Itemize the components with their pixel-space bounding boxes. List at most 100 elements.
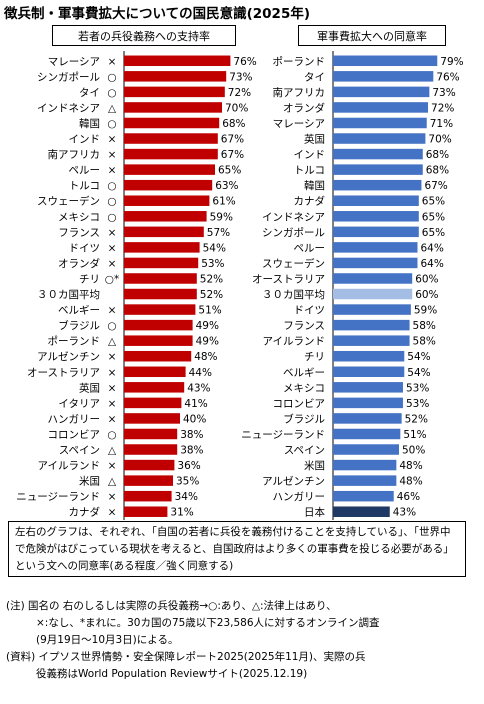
category-label: インド [294, 149, 326, 161]
category-label: ブラジル [58, 319, 100, 332]
value-label: 58% [413, 336, 436, 348]
value-label: 76% [436, 71, 459, 83]
bar-military-23 [333, 413, 402, 424]
mark-label: × [108, 56, 117, 68]
note-line: 役義務はWorld Population Reviewサイト(2025.12.1… [36, 668, 308, 680]
bar-military-11 [333, 226, 419, 238]
value-label: 52% [405, 413, 428, 425]
bar-military-27 [333, 475, 397, 486]
right-chart-title: 軍事費拡大への同意率 [298, 25, 446, 46]
page-title: 徴兵制・軍事費拡大についての国民意識(2025年) [4, 6, 311, 22]
bar-conscription-8 [124, 179, 213, 191]
bar-conscription-12 [124, 242, 200, 253]
bar-military-0 [333, 55, 438, 67]
category-label: ニュージーランド [16, 491, 100, 503]
bar-conscription-2 [124, 86, 225, 98]
notes: (注) 国名の 右のしるしは実際の兵役義務→○:あり、△:法律上はあり、 ×:な… [6, 598, 480, 683]
value-label: 67% [424, 180, 447, 192]
category-label: ポーランド [273, 56, 326, 68]
category-label: チリ [304, 351, 325, 363]
bar-military-26 [333, 459, 397, 471]
category-label: ドイツ [294, 305, 326, 317]
value-label: 31% [170, 507, 193, 519]
value-label: 54% [407, 367, 430, 379]
bar-conscription-10 [124, 211, 207, 222]
category-label: カナダ [294, 195, 326, 208]
bar-conscription-26 [124, 459, 175, 471]
category-label: ペルー [294, 242, 326, 254]
value-label: 61% [212, 196, 235, 208]
left-chart-title: 若者の兵役義務への支持率 [52, 25, 236, 46]
category-label: ポーランド [48, 336, 101, 348]
mark-label: △ [108, 102, 117, 114]
category-label: シンガポール [37, 71, 100, 83]
category-label: メキシコ [58, 211, 100, 223]
value-label: 72% [228, 87, 251, 99]
value-label: 51% [198, 305, 221, 317]
category-label: ベルギー [58, 305, 100, 317]
note-line: (資料) イプソス世界情勢・安全保障レポート2025(2025年11月)、実際の… [6, 651, 366, 663]
mark-label: ○ [107, 320, 116, 332]
category-label: ３０カ国平均 [262, 289, 325, 301]
value-label: 48% [399, 460, 422, 472]
mark-label: × [108, 491, 117, 503]
value-label: 34% [175, 491, 198, 503]
value-label: 65% [218, 165, 241, 177]
value-label: 70% [428, 134, 451, 146]
category-label: コロンビア [48, 429, 101, 441]
value-label: 53% [406, 382, 429, 394]
value-label: 43% [393, 507, 416, 519]
value-label: 40% [183, 413, 206, 425]
value-label: 54% [203, 242, 226, 254]
category-label: アイルランド [263, 336, 325, 348]
category-label: オランダ [283, 101, 325, 114]
value-label: 68% [426, 149, 449, 161]
category-label: フランス [58, 227, 100, 239]
bar-conscription-23 [124, 413, 180, 424]
bar-conscription-17 [124, 319, 193, 331]
value-label: 70% [225, 102, 248, 114]
value-label: 59% [210, 211, 233, 223]
mark-label: × [108, 351, 117, 363]
value-label: 46% [397, 491, 420, 503]
category-label: 日本 [304, 506, 325, 519]
category-label: マレーシア [273, 118, 325, 130]
mark-label: △ [108, 336, 117, 348]
value-label: 52% [200, 289, 223, 301]
mark-label: × [108, 507, 117, 519]
category-label: マレーシア [48, 56, 100, 68]
bar-conscription-11 [124, 226, 204, 238]
value-label: 67% [221, 134, 244, 146]
mark-label: × [108, 134, 117, 146]
category-label: インド [69, 134, 101, 146]
value-label: 58% [413, 320, 436, 332]
mark-label: × [108, 305, 117, 317]
category-label: 英国 [304, 133, 325, 146]
value-label: 64% [420, 242, 443, 254]
bar-conscription-4 [124, 117, 220, 129]
bar-conscription-25 [124, 444, 178, 455]
category-label: 英国 [79, 381, 100, 394]
value-label: 65% [422, 227, 445, 239]
category-label: インドネシア [262, 211, 325, 223]
bar-conscription-28 [124, 490, 172, 502]
mark-label: ○ [107, 211, 116, 223]
category-label: オランダ [58, 257, 100, 270]
bar-conscription-27 [124, 475, 173, 486]
value-label: 49% [196, 320, 219, 332]
value-label: 53% [406, 398, 429, 410]
category-label: 南アフリカ [48, 148, 101, 161]
bar-conscription-1 [124, 71, 227, 82]
bar-military-3 [333, 102, 429, 113]
category-label: ペルー [69, 165, 101, 177]
value-label: 36% [177, 460, 200, 472]
bar-charts: マレーシア × 76% シンガポール ○ 73% タイ ○ 72% インドネシア △ 70% 韓国 ○ 68… [16, 51, 464, 520]
category-label: ３０カ国平均 [37, 289, 100, 301]
value-label: 73% [229, 71, 252, 83]
bar-military-24 [333, 428, 401, 440]
mark-label: ○ [107, 87, 116, 99]
category-label: アルゼンチン [37, 351, 100, 363]
category-label: インドネシア [37, 102, 100, 114]
bar-conscription-19 [124, 350, 192, 362]
category-label: アイルランド [38, 460, 100, 472]
